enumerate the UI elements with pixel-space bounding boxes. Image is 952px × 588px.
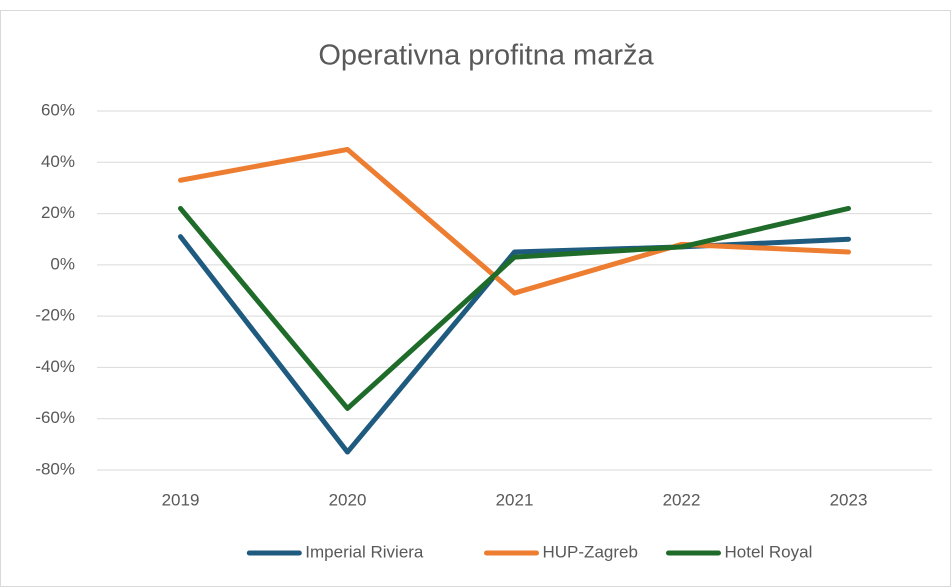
legend-label: HUP-Zagreb [543, 542, 638, 561]
y-tick-label: 0% [50, 254, 75, 273]
y-tick-label: -40% [35, 357, 75, 376]
y-tick-label: 60% [41, 100, 75, 119]
series-line [178, 234, 851, 455]
y-tick-label: -20% [35, 306, 75, 325]
x-tick-label: 2021 [496, 490, 534, 509]
legend-label: Hotel Royal [725, 542, 813, 561]
x-tick-label: 2019 [162, 490, 200, 509]
legend-label: Imperial Riviera [305, 542, 424, 561]
chart-title: Operativna profitna marža [318, 40, 654, 72]
series-line [178, 205, 851, 411]
y-tick-label: -80% [35, 459, 75, 478]
series-line [178, 146, 851, 296]
y-tick-label: 20% [41, 203, 75, 222]
x-tick-label: 2023 [830, 490, 868, 509]
x-tick-label: 2020 [329, 490, 367, 509]
x-tick-label: 2022 [663, 490, 701, 509]
y-tick-label: -60% [35, 408, 75, 427]
y-tick-label: 40% [41, 152, 75, 171]
